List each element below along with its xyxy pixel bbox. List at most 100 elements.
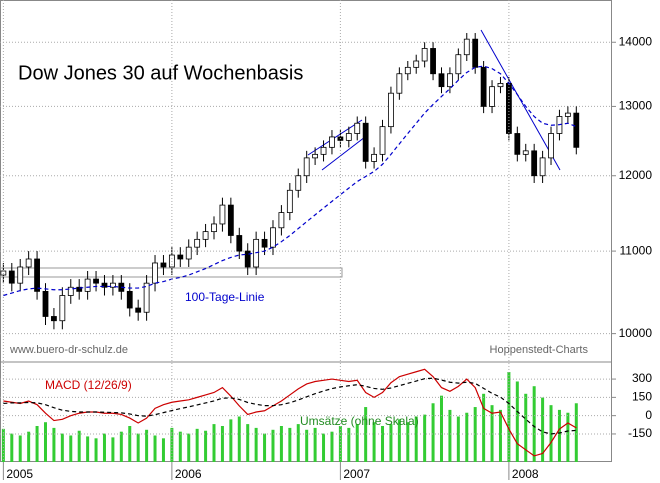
series-label: 100-Tage-Linie [185,290,265,304]
y-tick-label: 12000 [619,168,653,182]
volume-bar [69,435,73,462]
x-tick-label: 2005 [6,467,33,481]
series-label: Umsätze (ohne Skala) [300,414,419,428]
volume-bar [406,422,410,462]
volume-bar [102,433,106,462]
candle-body [379,126,386,155]
volume-bar [77,430,81,462]
candle-body [312,153,319,159]
annotation: www.buero-dr-schulz.de [9,344,128,356]
candle-body [135,307,142,313]
volume-bar [541,397,545,462]
volume-bar [524,393,528,462]
volume-bar [212,424,216,462]
volume-bar [220,426,224,462]
volume-bar [43,422,47,462]
candle-body [421,48,428,62]
volume-bar [296,424,300,462]
volume-bar [18,435,22,462]
candle-body [564,112,571,117]
candle-body [438,73,445,88]
candle-body [371,153,377,162]
candle-body [67,286,74,296]
volume-bar [195,428,199,462]
volume-bar [204,430,208,462]
volume-bar [465,412,469,462]
candle-body [244,250,251,268]
volume-bar [313,427,317,462]
volume-bar [557,409,561,462]
chart-title: Dow Jones 30 auf Wochenbasis [18,62,303,84]
volume-bar [279,426,283,462]
volume-bar [145,429,149,462]
candle-body [539,157,546,177]
y-tick-label: 300 [632,371,652,385]
volume-bar [566,412,570,462]
candle-body [143,282,150,313]
volume-bar [482,393,486,462]
candle-body [329,136,335,148]
candle-body [101,282,108,288]
volume-bar [94,438,98,462]
volume-bar [423,414,427,462]
candle-body [345,133,352,141]
volume-bar [136,433,140,462]
candle-body [194,238,201,248]
volume-bar [52,427,56,462]
candle-body [185,246,192,260]
volume-bar [381,426,385,462]
channel-line [307,119,363,156]
candle-body [514,133,521,155]
volume-bar [27,431,31,462]
candle-body [110,282,116,288]
candle-body [42,290,49,317]
candle-body [286,189,293,213]
volume-bar [254,427,258,462]
volume-bar [355,424,359,462]
candle-body [236,235,243,252]
candle-body [548,133,554,159]
candle-body [497,83,504,88]
volume-bar [532,386,536,462]
volume-bar [35,426,39,462]
volume-bar [128,426,132,462]
candle-body [463,38,470,56]
candle-body [126,290,133,309]
x-tick-label: 2007 [343,467,370,481]
volume-bar [498,409,502,462]
x-tick-label: 2008 [512,467,539,481]
candle-body [34,258,40,292]
volume-bar [229,419,233,462]
series-line [3,65,577,297]
candle-body [76,286,83,292]
annotation: Hoppenstedt-Charts [490,344,589,356]
volume-bar [322,433,326,462]
candle-body [573,112,580,148]
volume-bar [246,424,250,462]
volume-bar [431,403,435,462]
candle-body [261,238,268,248]
x-tick-label: 2006 [175,467,202,481]
volume-bar [288,427,292,462]
volume-bar [178,431,182,462]
candle-body [489,86,495,107]
volume-bar [574,403,578,462]
volume-bar [305,429,309,462]
candle-body [354,122,361,134]
candle-body [51,316,57,322]
candle-body [362,122,369,162]
volume-bar [473,407,477,462]
candle-body [531,150,538,177]
y-tick-label: 11000 [620,243,653,257]
support-zone [0,267,343,278]
candle-body [8,270,15,284]
candle-body [152,262,158,284]
candle-body [455,54,462,75]
candle-body [430,48,436,75]
volume-bar [347,427,351,462]
volume-bar [330,431,334,462]
volume-bar [187,433,191,462]
volume-bar [1,428,5,462]
candle-body [480,66,487,107]
